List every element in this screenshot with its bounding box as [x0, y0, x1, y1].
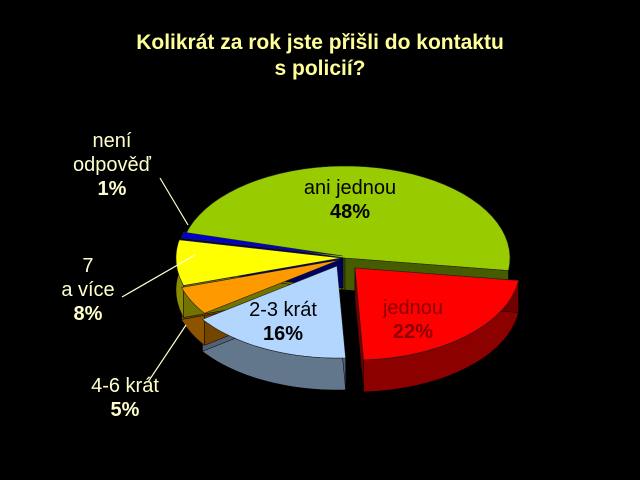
- value-label: 5%: [110, 399, 140, 421]
- slice-label: 7 a více 8%: [61, 254, 114, 326]
- value-label: 48%: [329, 201, 371, 223]
- chart-title: Kolikrát za rok jste přišli do kontaktu …: [136, 31, 504, 80]
- slice: [354, 267, 519, 361]
- slice-label: jednou 22%: [383, 296, 443, 344]
- category-label: 2-3 krát: [249, 299, 317, 321]
- slice-label: není odpověď 1%: [73, 129, 151, 201]
- value-label: 1%: [97, 178, 127, 200]
- leader-line: [159, 177, 189, 226]
- slice-label: 4-6 krát 5%: [91, 374, 159, 422]
- category-label: 4-6 krát: [91, 375, 159, 397]
- slice-label: ani jednou 48%: [304, 176, 396, 224]
- category-label: 7 a více: [61, 255, 115, 301]
- slice: [181, 259, 340, 314]
- category-label: ani jednou: [303, 177, 397, 199]
- category-label: jednou: [382, 297, 444, 319]
- leader-line: [121, 254, 196, 298]
- slice: [175, 239, 342, 286]
- leader-line: [147, 324, 187, 383]
- slice: [201, 265, 346, 359]
- slice: [181, 231, 344, 257]
- category-label: není odpověď: [73, 130, 151, 176]
- value-label: 16%: [262, 323, 304, 345]
- value-label: 22%: [392, 321, 434, 343]
- slice-tops: [175, 165, 519, 361]
- slice-label: 2-3 krát 16%: [249, 298, 317, 346]
- value-label: 8%: [73, 303, 103, 325]
